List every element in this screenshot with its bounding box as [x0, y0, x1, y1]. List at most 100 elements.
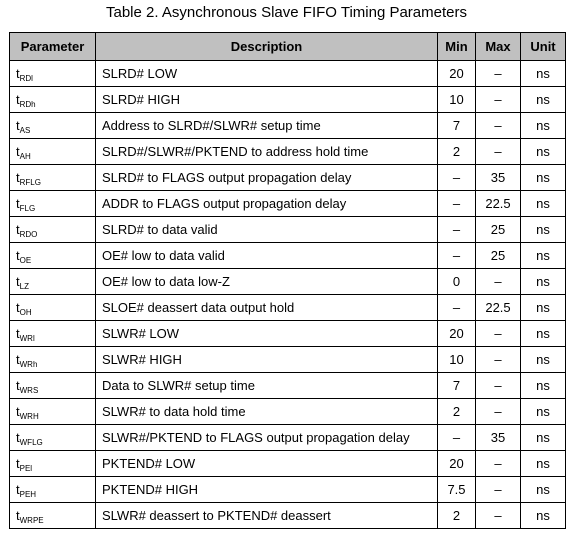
- unit-cell: ns: [520, 216, 566, 243]
- table-caption: Table 2. Asynchronous Slave FIFO Timing …: [106, 4, 467, 21]
- min-cell: 2: [437, 502, 476, 529]
- description-cell: SLWR# LOW: [95, 320, 438, 347]
- description-cell: SLOE# deassert data output hold: [95, 294, 438, 321]
- min-cell: 20: [437, 450, 476, 477]
- unit-cell: ns: [520, 294, 566, 321]
- min-cell: 20: [437, 60, 476, 87]
- unit-cell: ns: [520, 372, 566, 399]
- parameter-subscript: PEl: [19, 464, 33, 473]
- unit-cell: ns: [520, 190, 566, 217]
- parameter-subscript: OE: [19, 256, 32, 265]
- parameter-subscript: FLG: [19, 204, 36, 213]
- table-row: tAS Address to SLRD#/SLWR# setup time 7– ns: [9, 112, 566, 139]
- unit-cell: ns: [520, 112, 566, 139]
- header-unit: Unit: [520, 32, 566, 61]
- parameter-symbol: t: [16, 66, 20, 81]
- parameter-subscript: AS: [19, 126, 31, 135]
- table-row: tRDO SLRD# to data valid –25 ns: [9, 216, 566, 243]
- parameter-cell: tRDh: [9, 86, 96, 113]
- table-row: tWRH SLWR# to data hold time 2– ns: [9, 398, 566, 425]
- parameter-cell: tRDl: [9, 60, 96, 87]
- min-cell: 2: [437, 138, 476, 165]
- parameter-symbol: t: [16, 404, 20, 419]
- min-cell: –: [437, 294, 476, 321]
- min-cell: –: [437, 216, 476, 243]
- parameter-symbol: t: [16, 300, 20, 315]
- unit-cell: ns: [520, 450, 566, 477]
- header-row: Parameter Description Min Max Unit: [9, 32, 566, 61]
- max-cell: 35: [475, 424, 521, 451]
- parameter-subscript: OH: [19, 308, 32, 317]
- parameter-cell: tOH: [9, 294, 96, 321]
- unit-cell: ns: [520, 86, 566, 113]
- parameter-subscript: WRl: [19, 334, 35, 343]
- parameter-cell: tRFLG: [9, 164, 96, 191]
- table-row: tWRl SLWR# LOW 20– ns: [9, 320, 566, 347]
- min-cell: 7: [437, 372, 476, 399]
- unit-cell: ns: [520, 476, 566, 503]
- description-cell: SLRD# to FLAGS output propagation delay: [95, 164, 438, 191]
- table-row: tWRh SLWR# HIGH 10– ns: [9, 346, 566, 373]
- min-cell: –: [437, 190, 476, 217]
- max-cell: –: [475, 138, 521, 165]
- description-cell: SLRD# to data valid: [95, 216, 438, 243]
- min-cell: 10: [437, 346, 476, 373]
- parameter-subscript: WRPE: [19, 516, 44, 525]
- table-row: tWRS Data to SLWR# setup time 7– ns: [9, 372, 566, 399]
- max-cell: 22.5: [475, 190, 521, 217]
- min-cell: –: [437, 164, 476, 191]
- parameter-cell: tLZ: [9, 268, 96, 295]
- unit-cell: ns: [520, 268, 566, 295]
- unit-cell: ns: [520, 242, 566, 269]
- table-row: tFLG ADDR to FLAGS output propagation del…: [9, 190, 566, 217]
- max-cell: –: [475, 450, 521, 477]
- min-cell: 10: [437, 86, 476, 113]
- parameter-subscript: WRh: [19, 360, 38, 369]
- parameter-symbol: t: [16, 196, 20, 211]
- parameter-subscript: RDO: [19, 230, 38, 239]
- parameter-cell: tPEl: [9, 450, 96, 477]
- parameter-subscript: RDl: [19, 74, 33, 83]
- table-row: tRFLG SLRD# to FLAGS output propagation d…: [9, 164, 566, 191]
- table-row: tAH SLRD#/SLWR#/PKTEND to address hold ti…: [9, 138, 566, 165]
- parameter-subscript: WRS: [19, 386, 39, 395]
- parameter-symbol: t: [16, 326, 20, 341]
- header-min: Min: [437, 32, 476, 61]
- description-cell: SLWR# to data hold time: [95, 398, 438, 425]
- header-parameter: Parameter: [9, 32, 96, 61]
- parameter-cell: tWRl: [9, 320, 96, 347]
- parameter-subscript: WRH: [19, 412, 39, 421]
- parameter-symbol: t: [16, 352, 20, 367]
- max-cell: –: [475, 60, 521, 87]
- parameter-cell: tAH: [9, 138, 96, 165]
- description-cell: OE# low to data low-Z: [95, 268, 438, 295]
- parameter-cell: tRDO: [9, 216, 96, 243]
- table-row: tWRPE SLWR# deassert to PKTEND# deassert 2…: [9, 502, 566, 529]
- description-cell: ADDR to FLAGS output propagation delay: [95, 190, 438, 217]
- parameter-cell: tAS: [9, 112, 96, 139]
- unit-cell: ns: [520, 398, 566, 425]
- parameter-cell: tWFLG: [9, 424, 96, 451]
- max-cell: –: [475, 476, 521, 503]
- parameter-cell: tOE: [9, 242, 96, 269]
- unit-cell: ns: [520, 60, 566, 87]
- parameter-cell: tWRS: [9, 372, 96, 399]
- table-row: tPEl PKTEND# LOW 20– ns: [9, 450, 566, 477]
- description-cell: Address to SLRD#/SLWR# setup time: [95, 112, 438, 139]
- table-row: tRDl SLRD# LOW 20– ns: [9, 60, 566, 87]
- unit-cell: ns: [520, 502, 566, 529]
- parameter-symbol: t: [16, 378, 20, 393]
- parameter-cell: tPEH: [9, 476, 96, 503]
- max-cell: –: [475, 398, 521, 425]
- table-row: tPEH PKTEND# HIGH 7.5– ns: [9, 476, 566, 503]
- parameter-cell: tWRH: [9, 398, 96, 425]
- unit-cell: ns: [520, 138, 566, 165]
- description-cell: PKTEND# LOW: [95, 450, 438, 477]
- table-row: tRDh SLRD# HIGH 10– ns: [9, 86, 566, 113]
- parameter-subscript: WFLG: [19, 438, 43, 447]
- description-cell: SLRD# HIGH: [95, 86, 438, 113]
- min-cell: 7: [437, 112, 476, 139]
- parameter-cell: tWRh: [9, 346, 96, 373]
- parameter-symbol: t: [16, 92, 20, 107]
- parameter-cell: tFLG: [9, 190, 96, 217]
